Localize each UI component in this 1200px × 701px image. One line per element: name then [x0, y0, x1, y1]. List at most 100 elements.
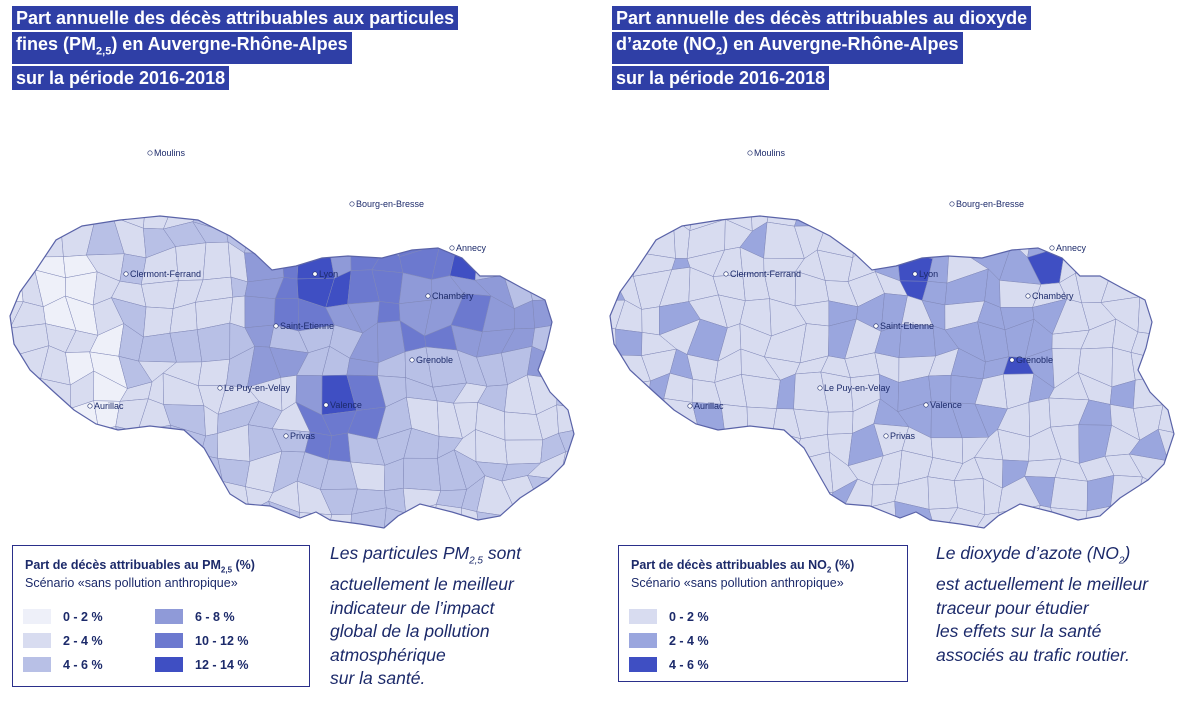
- legend-title: Part de décès attribuables au PM2,5 (%): [25, 558, 255, 575]
- commune-area: [1050, 507, 1088, 528]
- commune-area: [634, 216, 674, 219]
- commune-area: [1110, 246, 1144, 279]
- commune-area: [584, 428, 600, 460]
- legend-item: 6 - 8 %: [155, 608, 235, 625]
- commune-area: [557, 359, 574, 385]
- pm25-choropleth-map: Moulins Bourg-en-Bresse Annecy Lyon Chambéry…: [0, 108, 600, 533]
- commune-area: [583, 325, 601, 360]
- commune-area: [115, 426, 145, 458]
- commune-area: [746, 478, 775, 510]
- commune-area: [511, 220, 543, 259]
- commune-area: [562, 277, 574, 304]
- city-marker: [1025, 293, 1031, 299]
- commune-area: [724, 429, 749, 453]
- commune-area: [610, 458, 624, 489]
- commune-area: [1190, 479, 1200, 513]
- commune-area: [1113, 528, 1135, 533]
- commune-area: [46, 455, 71, 491]
- commune-area: [923, 217, 951, 260]
- commune-area: [610, 435, 651, 462]
- commune-area: [37, 408, 71, 426]
- city-marker: [87, 403, 93, 409]
- commune-area: [504, 216, 533, 230]
- commune-area: [975, 531, 1015, 534]
- commune-area: [610, 487, 624, 508]
- commune-area: [868, 217, 898, 252]
- commune-area: [1129, 247, 1161, 279]
- commune-area: [610, 216, 638, 255]
- commune-area: [63, 480, 98, 514]
- commune-area: [643, 435, 669, 461]
- city-label: Privas: [290, 431, 316, 441]
- commune-area: [322, 216, 352, 230]
- commune-area: [1137, 296, 1171, 336]
- commune-area: [404, 530, 440, 533]
- commune-area: [0, 530, 21, 533]
- commune-area: [173, 511, 194, 528]
- commune-area: [771, 478, 797, 510]
- city-marker: [323, 402, 329, 408]
- commune-area: [610, 505, 624, 528]
- commune-area: [666, 506, 694, 528]
- commune-area: [871, 500, 898, 528]
- city-marker: [147, 150, 153, 156]
- commune-area: [10, 425, 23, 468]
- commune-area: [821, 531, 844, 534]
- commune-area: [322, 226, 351, 244]
- commune-area: [162, 478, 194, 516]
- commune-area: [842, 506, 877, 528]
- commune-area: [610, 401, 647, 437]
- city-label: Chambéry: [432, 291, 474, 301]
- legend-title: Part de décès attribuables au NO2 (%): [631, 558, 855, 575]
- commune-area: [659, 455, 700, 492]
- commune-area: [293, 222, 329, 247]
- commune-area: [610, 223, 614, 259]
- legend-item: 4 - 6 %: [629, 656, 709, 673]
- city-marker: [283, 433, 289, 439]
- pm25-map-title: Part annuelle des décès attribuables aux…: [12, 6, 459, 92]
- commune-area: [1162, 374, 1174, 406]
- commune-area: [610, 252, 637, 277]
- commune-area: [297, 531, 328, 533]
- commune-area: [615, 380, 651, 410]
- commune-area: [140, 280, 179, 309]
- city-label: Valence: [330, 400, 362, 410]
- commune-area: [244, 295, 276, 329]
- commune-area: [87, 426, 123, 458]
- commune-area: [89, 504, 130, 528]
- commune-area: [530, 504, 570, 528]
- commune-area: [1160, 270, 1174, 311]
- commune-area: [896, 217, 933, 260]
- legend-subtitle: Scénario «sans pollution anthropique»: [631, 576, 844, 590]
- legend-item: 4 - 6 %: [23, 656, 103, 673]
- commune-area: [10, 454, 11, 491]
- commune-area: [555, 246, 574, 283]
- commune-area: [202, 241, 232, 281]
- pm25-legend: Part de décès attribuables au PM2,5 (%) …: [12, 545, 310, 687]
- commune-area: [89, 476, 128, 508]
- commune-area: [226, 216, 254, 233]
- commune-area: [1182, 191, 1200, 229]
- commune-area: [556, 378, 574, 409]
- commune-area: [243, 529, 281, 533]
- commune-area: [240, 216, 277, 231]
- commune-area: [852, 228, 877, 259]
- commune-area: [1086, 474, 1115, 512]
- commune-area: [740, 429, 774, 453]
- commune-area: [927, 476, 958, 510]
- commune-area: [431, 216, 464, 232]
- commune-area: [244, 216, 283, 254]
- commune-area: [403, 487, 442, 514]
- commune-area: [1110, 505, 1135, 528]
- commune-area: [1159, 301, 1174, 336]
- commune-area: [638, 509, 669, 528]
- commune-area: [217, 529, 253, 533]
- commune-area: [122, 450, 145, 489]
- commune-area: [14, 216, 36, 231]
- commune-area: [347, 229, 387, 248]
- commune-area: [1167, 453, 1174, 491]
- commune-area: [10, 503, 21, 528]
- legend-swatch: [155, 657, 183, 672]
- commune-area: [1058, 216, 1092, 230]
- commune-area: [37, 378, 71, 414]
